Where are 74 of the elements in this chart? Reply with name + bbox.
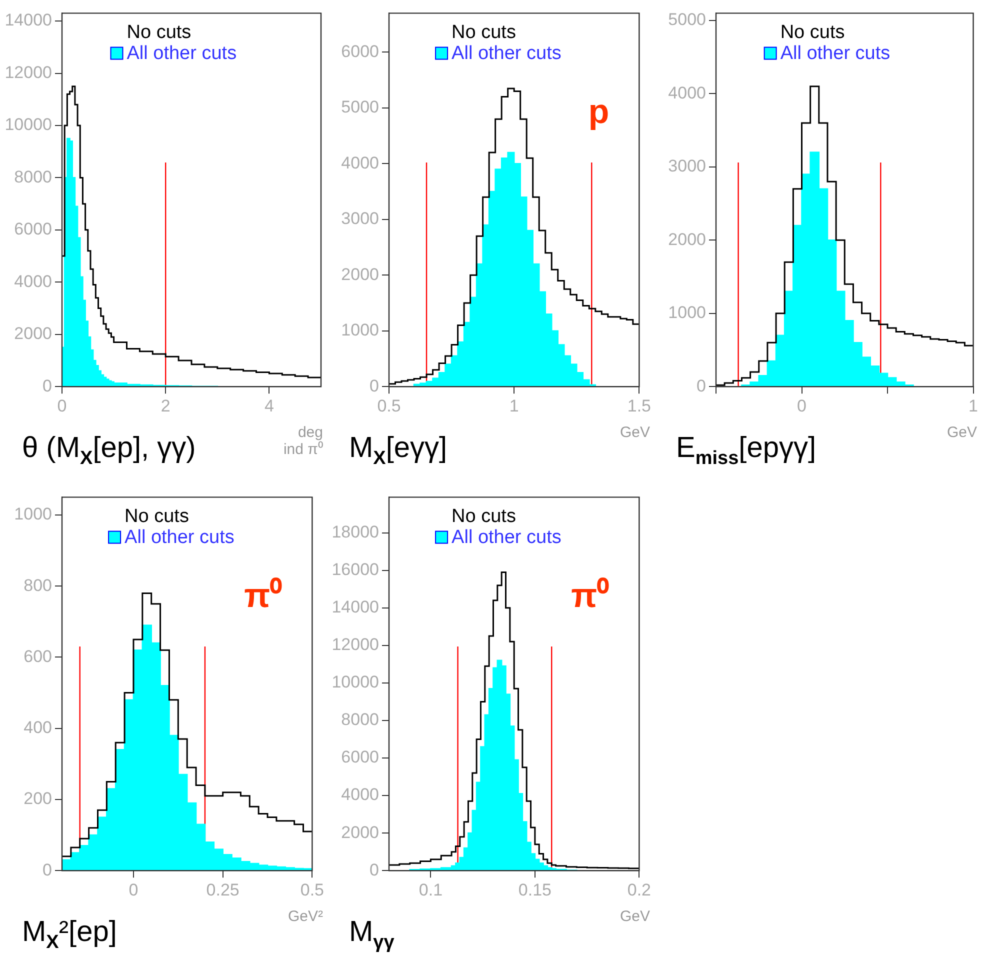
y-tick-label: 1000 xyxy=(14,504,52,524)
annotation: p xyxy=(588,93,610,132)
text: M$_{X}$²[ep] xyxy=(22,916,117,954)
text: No cuts xyxy=(452,22,516,43)
x-tick-label: 0 xyxy=(57,396,67,416)
x-tick-label: 0.1 xyxy=(418,880,443,900)
x-axis-title: GeV xyxy=(618,424,650,441)
legend-label: All other cuts xyxy=(124,526,234,548)
text: No cuts xyxy=(124,506,189,527)
x-tick-label: 2 xyxy=(160,396,170,416)
y-tick-label: 0 xyxy=(370,860,379,880)
text: No cuts xyxy=(780,22,845,43)
y-tick-label: 600 xyxy=(24,646,52,666)
y-tick-label: 4000 xyxy=(341,785,379,804)
y-tick-label: 0 xyxy=(42,376,52,396)
text: θ (M$_{X}$[ep], γγ) xyxy=(22,432,196,470)
y-tick-label: 12000 xyxy=(332,635,379,654)
text: E$_{miss}$[epγγ] xyxy=(676,432,816,470)
y-tick-label: 14000 xyxy=(332,598,379,617)
x-tick-label: 0.15 xyxy=(518,880,552,900)
y-tick-label: 4000 xyxy=(341,153,379,172)
y-tick-label: 2000 xyxy=(341,264,379,284)
legend-label: All other cuts xyxy=(452,526,562,548)
legend-label: All other cuts xyxy=(126,42,237,64)
text: M$_{X}$[eγγ] xyxy=(349,432,448,470)
y-tick-label: 5000 xyxy=(341,98,379,117)
y-tick-label: 0 xyxy=(370,376,379,396)
x-tick-label: 0.25 xyxy=(206,880,240,900)
y-tick-label: 4000 xyxy=(668,83,706,102)
text: No cuts xyxy=(452,506,516,527)
annotation: π⁰ xyxy=(571,577,610,616)
x-axis-title: deg ind π⁰ xyxy=(282,424,323,458)
y-tick-label: 0 xyxy=(696,376,706,396)
y-tick-label: 0 xyxy=(42,860,52,880)
x-tick-label: 1 xyxy=(968,396,978,416)
y-tick-label: 4000 xyxy=(14,272,52,291)
x-axis-title: GeV xyxy=(946,424,977,441)
text: No cuts xyxy=(126,22,192,43)
y-tick-label: 16000 xyxy=(332,560,379,580)
y-tick-label: 2000 xyxy=(14,324,52,344)
y-tick-label: 10000 xyxy=(332,672,379,692)
x-tick-label: 1 xyxy=(509,396,519,416)
y-tick-label: 2000 xyxy=(341,822,379,842)
y-tick-label: 18000 xyxy=(332,522,379,542)
x-axis-title: GeV xyxy=(618,908,650,925)
x-tick-label: 4 xyxy=(264,396,274,416)
text: M$_{γγ}$ xyxy=(349,916,394,954)
annotation: π⁰ xyxy=(244,577,282,616)
y-tick-label: 6000 xyxy=(341,748,379,767)
y-tick-label: 5000 xyxy=(668,10,706,30)
y-tick-label: 12000 xyxy=(4,62,52,82)
y-tick-label: 800 xyxy=(24,576,52,595)
y-tick-label: 3000 xyxy=(668,156,706,176)
y-tick-label: 8000 xyxy=(341,710,379,730)
x-tick-label: 0 xyxy=(128,880,138,900)
x-tick-label: 0.5 xyxy=(300,880,324,900)
legend-label: All other cuts xyxy=(780,42,890,64)
y-tick-label: 8000 xyxy=(14,167,52,186)
y-tick-label: 6000 xyxy=(14,220,52,239)
y-tick-label: 2000 xyxy=(668,230,706,249)
x-tick-label: 0.2 xyxy=(627,880,652,900)
x-axis-title: GeV² xyxy=(286,908,323,925)
x-tick-label: 0 xyxy=(797,396,806,416)
x-tick-label: 0.5 xyxy=(377,396,401,416)
y-tick-label: 10000 xyxy=(4,115,52,134)
legend-label: All other cuts xyxy=(452,42,562,64)
y-tick-label: 14000 xyxy=(4,10,52,30)
y-tick-label: 6000 xyxy=(341,42,379,61)
y-tick-label: 200 xyxy=(24,789,52,808)
x-tick-label: 1.5 xyxy=(627,396,652,416)
y-tick-label: 1000 xyxy=(341,320,379,340)
y-tick-label: 400 xyxy=(24,718,52,738)
y-tick-label: 3000 xyxy=(341,209,379,228)
y-tick-label: 1000 xyxy=(668,303,706,322)
